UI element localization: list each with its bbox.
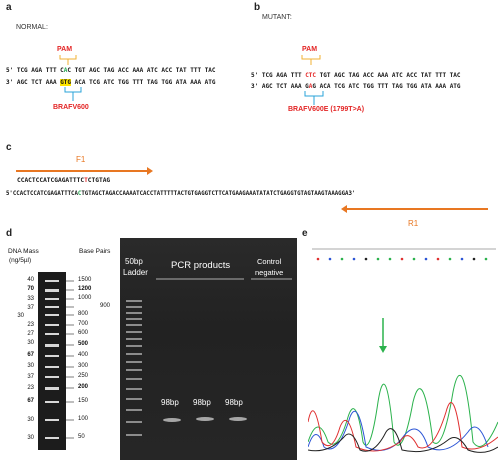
seq-part: TGTAGCTAGACCAAAATCACCTATTTTTACTGTGAGGTCT… <box>81 191 356 197</box>
ladder-bp: 800 <box>78 311 89 317</box>
seq-mutant-base: A <box>308 83 313 90</box>
dna-mass-unit: (ng/5µl) <box>9 257 32 264</box>
ladder-mass: 23 <box>27 322 34 328</box>
ladder-bp: 700 <box>78 321 89 327</box>
panel-a-seq-top: 5' TCG AGA TTT CAC TGT AGC TAG ACC AAA A… <box>6 67 216 74</box>
seq-part: 5' TCG AGA TTT C <box>6 67 64 74</box>
base-call-markers <box>316 257 488 261</box>
ladder-mass: 23 <box>27 385 34 391</box>
chromatogram <box>307 242 499 457</box>
mutation-marker-arrow <box>379 318 387 353</box>
band-label: 98bp <box>193 398 211 407</box>
ladder-mass: 40 <box>27 277 34 283</box>
ladder-bp: 250 <box>78 373 89 379</box>
band-label: 98bp <box>161 398 179 407</box>
panel-a-site-label: BRAFV600 <box>53 104 89 111</box>
dna-mass-title: DNA Mass <box>8 248 39 255</box>
panel-b-pam-label: PAM <box>302 46 318 53</box>
primer-r1-arrow <box>341 205 488 213</box>
gel-ladder-label-1: 50bp <box>125 257 143 266</box>
seq-part: G ACA TCG ATC TGG TTT TAG TGG ATA AAA AT… <box>312 83 461 90</box>
ladder-bp: 1500 <box>78 277 92 283</box>
control-label-1: Control <box>257 257 282 266</box>
ladder-mass: 30 <box>27 340 34 346</box>
ladder-bp: 300 <box>78 363 89 369</box>
ladder-mass: 30 <box>27 363 34 369</box>
pcr-products-label: PCR products <box>171 260 231 271</box>
panel-c-label: c <box>6 142 12 153</box>
seq-part: 5' TCG AGA TTT <box>251 72 306 79</box>
gel-ladder-label-2: Ladder <box>123 268 148 277</box>
ladder-bp: 400 <box>78 352 89 358</box>
base-pairs-title: Base Pairs <box>79 248 111 255</box>
pcr-gel-image: 50bp Ladder PCR products Control negativ… <box>120 238 297 460</box>
panel-a-pam-bracket <box>59 55 77 65</box>
control-label-2: negative <box>255 268 284 277</box>
seq-part: ACA TCG ATC TGG TTT TAG TGG ATA AAA ATG <box>71 79 216 86</box>
ladder-reference-bands <box>45 280 59 439</box>
ladder-mass: 37 <box>27 374 34 380</box>
seq-part: TGT AGC TAG ACC AAA ATC ACC TAT TTT TAC <box>316 72 461 79</box>
trace-blue <box>307 410 489 451</box>
panel-a-site-bracket <box>64 87 82 101</box>
seq-wildtype-base: C <box>77 191 82 197</box>
ladder-bp: 900 <box>100 303 111 309</box>
primer-r1-label: R1 <box>408 219 419 228</box>
trace-green <box>307 374 499 447</box>
panel-b-seq-bottom: 3' AGC TCT AAA GAG ACA TCG ATC TGG TTT T… <box>251 83 461 90</box>
ladder-bp: 1000 <box>78 295 92 301</box>
ladder-mass: 30 <box>17 313 24 319</box>
ladder-bp: 150 <box>78 398 89 404</box>
ladder-mass: 33 <box>27 296 34 302</box>
primer-f1-sequence: CCACTCCATCGAGATTTCTCTGTAG <box>17 177 110 184</box>
ladder-bp: 100 <box>78 416 89 422</box>
primer-f1-label: F1 <box>76 155 86 164</box>
panel-a-caption: NORMAL: <box>16 24 48 31</box>
ladder-bp: 1200 <box>78 286 92 292</box>
ladder-bp: 50 <box>78 434 85 440</box>
primer-f1-arrow <box>16 167 153 175</box>
panel-b-seq-top: 5' TCG AGA TTT CTC TGT AGC TAG ACC AAA A… <box>251 72 461 79</box>
ladder-bp: 500 <box>78 341 89 347</box>
ladder-mass: 67 <box>27 398 34 404</box>
panel-b-site-bracket <box>304 91 324 105</box>
ladder-mass: 37 <box>27 305 34 311</box>
ladder-mass: 70 <box>27 286 34 292</box>
seq-part: C TGT AGC TAG ACC AAA ATC ACC TAT TTT TA… <box>67 67 216 74</box>
pcr-gel-bands <box>126 278 292 436</box>
ladder-mass: 27 <box>27 331 34 337</box>
ladder-bp: 600 <box>78 330 89 336</box>
ladder-bp: 200 <box>78 384 89 390</box>
seq-part: 3' AGC TCT AAA G <box>251 83 309 90</box>
seq-highlight-base: A <box>63 67 68 74</box>
ladder-mass: 30 <box>27 435 34 441</box>
ladder-ticks <box>66 280 74 439</box>
panel-d-label: d <box>6 228 13 239</box>
ladder-mass: 67 <box>27 352 34 358</box>
panel-a-seq-bottom: 3' AGC TCT AAA GTG ACA TCG ATC TGG TTT T… <box>6 79 216 86</box>
panel-b-caption: MUTANT: <box>262 14 292 21</box>
panel-b-site-label: BRAFV600E (1799T>A) <box>288 106 365 113</box>
seq-highlight-codon: GTG <box>60 79 72 86</box>
panel-e-label: e <box>302 228 308 239</box>
seq-mutant-codon: CTC <box>305 72 317 79</box>
panel-b-pam-bracket <box>301 55 321 65</box>
trace-black <box>307 428 499 453</box>
panel-b-label: b <box>254 2 261 13</box>
amplicon-sequence: 5'CCACTCCATCGAGATTTCACTGTAGCTAGACCAAAATC… <box>6 191 355 197</box>
panel-a-label: a <box>6 2 12 13</box>
panel-a-pam-label: PAM <box>57 46 73 53</box>
ladder-mass: 30 <box>27 417 34 423</box>
chromatogram-plot <box>307 248 499 453</box>
seq-mutant-base: T <box>84 177 88 184</box>
ladder-reference-gel <box>38 272 66 450</box>
seq-part: 3' AGC TCT AAA <box>6 79 61 86</box>
seq-part: CTGTAG <box>87 177 111 184</box>
seq-part: CCACTCCATCGAGATTTC <box>17 177 85 184</box>
band-label: 98bp <box>225 398 243 407</box>
seq-part: 5'CCACTCCATCGAGATTTCA <box>6 191 78 197</box>
